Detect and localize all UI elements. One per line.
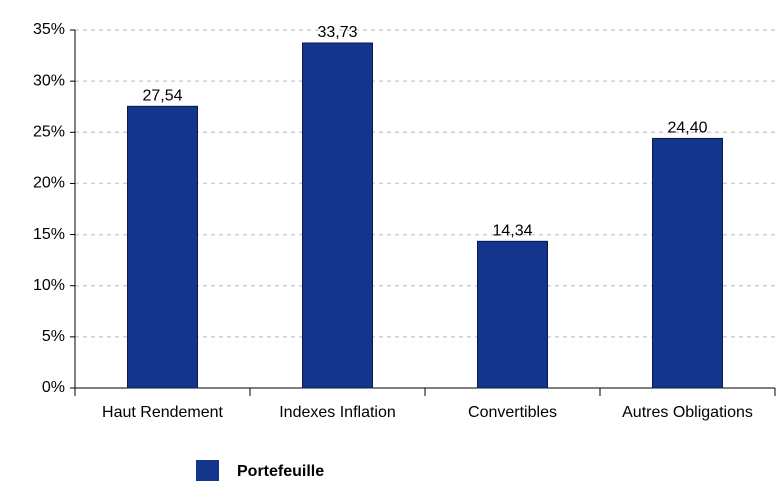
y-tick-label: 25% xyxy=(33,124,65,141)
bar xyxy=(477,240,548,389)
bar xyxy=(652,137,723,389)
value-label: 33,73 xyxy=(317,24,357,41)
bar xyxy=(302,42,373,389)
value-label: 24,40 xyxy=(667,120,707,137)
bar xyxy=(127,105,198,389)
y-tick-label: 30% xyxy=(33,72,65,89)
y-tick-label: 0% xyxy=(42,379,65,396)
y-tick-label: 10% xyxy=(33,277,65,294)
y-tick-label: 20% xyxy=(33,175,65,192)
y-tick-label: 15% xyxy=(33,226,65,243)
value-label: 27,54 xyxy=(142,88,182,105)
y-tick-label: 5% xyxy=(42,328,65,345)
x-tick-label: Haut Rendement xyxy=(102,404,224,421)
x-tick-label: Autres Obligations xyxy=(622,404,753,421)
value-label: 14,34 xyxy=(492,223,532,240)
y-tick-label: 35% xyxy=(33,21,65,38)
legend-label: Portefeuille xyxy=(237,463,324,480)
x-tick-label: Convertibles xyxy=(468,404,557,421)
x-tick-label: Indexes Inflation xyxy=(279,404,396,421)
legend-swatch xyxy=(196,460,219,481)
